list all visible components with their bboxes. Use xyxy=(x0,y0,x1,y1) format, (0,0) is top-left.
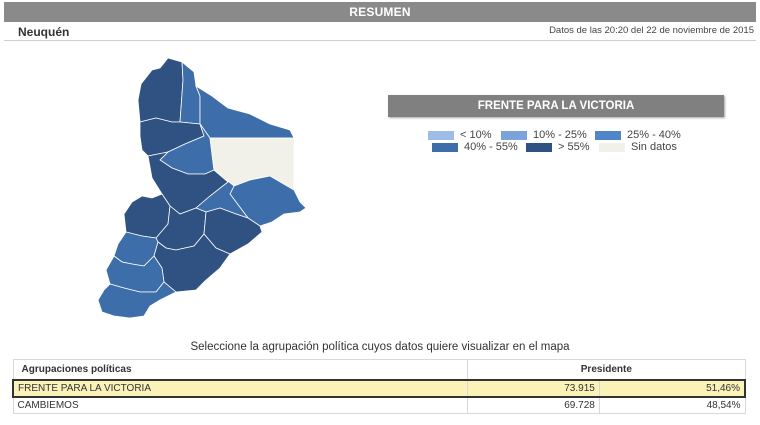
table-row[interactable]: CAMBIEMOS 69.728 48,54% xyxy=(12,396,746,414)
map-dept-chos-malal[interactable] xyxy=(179,61,201,125)
data-timestamp: Datos de las 20:20 del 22 de noviembre d… xyxy=(549,25,754,36)
votes-cell: 69.728 xyxy=(467,396,600,414)
selected-party-title: FRENTE PARA LA VICTORIA xyxy=(477,100,635,112)
legend-label: 40% - 55% xyxy=(464,141,518,153)
table-header-row: Agrupaciones políticas Presidente xyxy=(12,359,746,380)
percent-cell: 51,46% xyxy=(598,378,746,398)
legend-swatch xyxy=(526,143,552,152)
summary-header: RESUMEN xyxy=(4,2,756,22)
results-table: Agrupaciones políticas Presidente FRENTE… xyxy=(12,359,746,414)
legend-label: 25% - 40% xyxy=(627,129,681,141)
table-row[interactable]: FRENTE PARA LA VICTORIA 73.915 51,46% xyxy=(12,378,746,398)
province-bar: Neuquén Datos de las 20:20 del 22 de nov… xyxy=(4,23,756,41)
legend-label: < 10% xyxy=(460,129,492,141)
legend-swatch xyxy=(599,143,625,152)
legend-label: > 55% xyxy=(558,141,590,153)
votes-cell: 73.915 xyxy=(467,378,600,398)
legend-swatch xyxy=(432,143,458,152)
legend-swatch xyxy=(428,131,454,140)
map-dept-los-lagos[interactable] xyxy=(97,281,177,319)
legend-label: Sin datos xyxy=(631,141,677,153)
president-column-header: Presidente xyxy=(467,359,746,380)
percent-cell: 48,54% xyxy=(598,396,746,414)
selected-party-bar: FRENTE PARA LA VICTORIA xyxy=(388,95,724,117)
legend-label: 10% - 25% xyxy=(533,129,587,141)
party-column-header: Agrupaciones políticas xyxy=(12,359,469,380)
map-dept-minas[interactable] xyxy=(137,57,184,123)
party-name-cell: FRENTE PARA LA VICTORIA xyxy=(12,378,469,398)
party-name-cell: CAMBIEMOS xyxy=(12,396,469,414)
province-name: Neuquén xyxy=(18,25,70,39)
instruction-text: Seleccione la agrupación política cuyos … xyxy=(190,341,570,353)
map-dept-pehuenches[interactable] xyxy=(195,85,295,139)
legend-swatch xyxy=(501,131,527,140)
legend-swatch xyxy=(595,131,621,140)
summary-title: RESUMEN xyxy=(349,5,411,19)
